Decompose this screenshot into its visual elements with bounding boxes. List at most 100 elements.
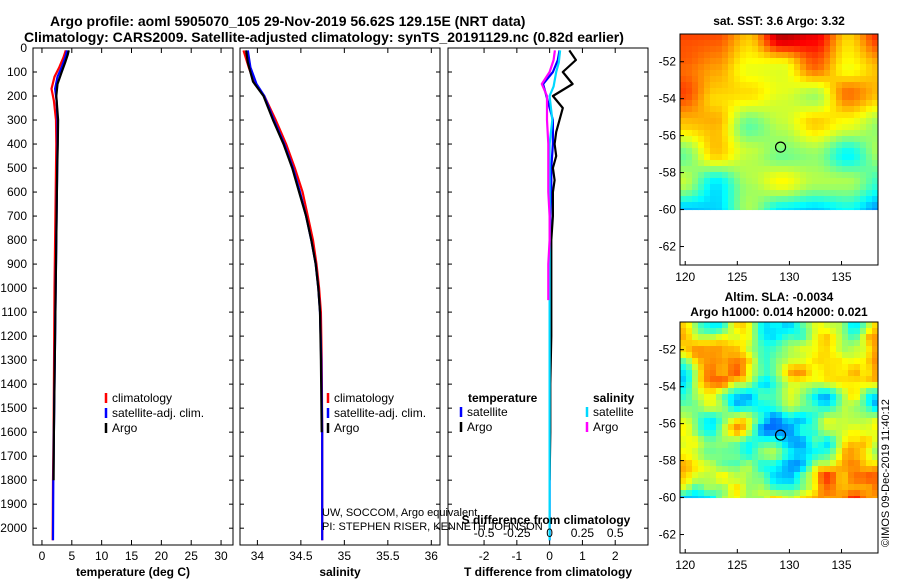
sla_map-cell: [746, 490, 753, 497]
sst_map-cell: [740, 190, 747, 197]
sst_map-cell: [686, 172, 693, 179]
sla_map-cell: [752, 484, 759, 491]
sla_map-cell: [872, 484, 879, 491]
sla_map-cell: [716, 388, 723, 395]
sst_map-cell: [788, 160, 795, 167]
sla_map-cell: [812, 454, 819, 461]
sst_map-cell: [824, 70, 831, 77]
temperature-xtick-label: 15: [125, 549, 139, 563]
sst_map-cell: [764, 46, 771, 53]
sla_map-cell: [692, 478, 699, 485]
sla_map-cell: [848, 442, 855, 449]
sst_map-cell: [758, 64, 765, 71]
sst_map-cell: [836, 46, 843, 53]
sst_map-cell: [734, 82, 741, 89]
sla_map-cell: [830, 406, 837, 413]
sla_map-cell: [848, 388, 855, 395]
sla_map-cell: [716, 406, 723, 413]
sst_map-cell: [734, 58, 741, 65]
sla_map-cell: [824, 466, 831, 473]
sst_map-cell: [692, 148, 699, 155]
sst_map-cell: [806, 76, 813, 83]
sst_map-cell: [692, 184, 699, 191]
sla_map-cell: [788, 424, 795, 431]
salinity-xtick-label: 34: [251, 549, 265, 563]
sst_map-cell: [836, 52, 843, 59]
sst_map-cell: [776, 202, 783, 209]
sla_map-cell: [830, 388, 837, 395]
sst_map-cell: [764, 184, 771, 191]
sst_map-cell: [788, 40, 795, 47]
sla_map-cell: [860, 496, 867, 499]
sst_map-cell: [842, 58, 849, 65]
sla_map-cell: [866, 328, 873, 335]
sla_map-cell: [734, 472, 741, 479]
temperature-xlabel: temperature (deg C): [76, 565, 190, 579]
sla_map-cell: [728, 472, 735, 479]
sst_map-cell: [776, 160, 783, 167]
sla_map-cell: [854, 346, 861, 353]
sst_map-cell: [692, 202, 699, 209]
sst_map-cell: [698, 136, 705, 143]
sst_map-cell: [836, 178, 843, 185]
sst_map-cell: [788, 208, 795, 211]
sla_map-cell: [854, 370, 861, 377]
sla_map-cell: [716, 442, 723, 449]
sst_map-cell: [776, 148, 783, 155]
sla_map-cell: [854, 430, 861, 437]
sla_map-cell: [794, 454, 801, 461]
sla_map-cell: [758, 496, 765, 499]
sst_map-cell: [842, 208, 849, 211]
sst_map-cell: [764, 154, 771, 161]
sst_map-cell: [704, 40, 711, 47]
sst_map-cell: [710, 106, 717, 113]
sst_map-cell: [848, 34, 855, 41]
sst_map-cell: [704, 178, 711, 185]
sla_map-cell: [812, 478, 819, 485]
sla_map-cell: [824, 376, 831, 383]
sla_map-cell: [854, 406, 861, 413]
sla_map-cell: [848, 340, 855, 347]
sst_map-cell: [848, 208, 855, 211]
sla_map-cell: [692, 424, 699, 431]
sla_map-cell: [866, 334, 873, 341]
sla_map-cell: [692, 352, 699, 359]
sla_map-cell: [698, 376, 705, 383]
sst_map-cell: [794, 118, 801, 125]
sst_map-ytick-label: -52: [659, 55, 677, 69]
sla_map-cell: [842, 412, 849, 419]
sla_map-cell: [812, 430, 819, 437]
sst_map-cell: [746, 118, 753, 125]
sst_map-cell: [752, 160, 759, 167]
sst_map-cell: [776, 94, 783, 101]
sst_map-cell: [746, 70, 753, 77]
sst_map-cell: [734, 154, 741, 161]
sst_map-cell: [872, 124, 879, 131]
sst_map-cell: [860, 106, 867, 113]
sst_map-cell: [704, 94, 711, 101]
sla_map-cell: [842, 340, 849, 347]
depth-tick-label: 1300: [0, 353, 27, 367]
sst_map-cell: [770, 76, 777, 83]
sla_map-cell: [854, 478, 861, 485]
sst_map-cell: [776, 100, 783, 107]
sst_map-cell: [776, 34, 783, 41]
depth-tick-label: 1700: [0, 449, 27, 463]
sla_map-cell: [680, 466, 687, 473]
sla_map-cell: [794, 340, 801, 347]
sla_map-cell: [680, 334, 687, 341]
sst_map-cell: [740, 70, 747, 77]
sst_map-cell: [812, 172, 819, 179]
sla_map-cell: [776, 382, 783, 389]
sst_map-cell: [734, 52, 741, 59]
sla_map-cell: [800, 418, 807, 425]
sla_map-cell: [686, 328, 693, 335]
sla_map-cell: [728, 364, 735, 371]
sla_map-cell: [818, 460, 825, 467]
sst_map-cell: [830, 34, 837, 41]
sla_map-cell: [872, 454, 879, 461]
differences-series-s-argo: [540, 50, 556, 301]
sst_map-cell: [746, 202, 753, 209]
sst_map-cell: [860, 148, 867, 155]
